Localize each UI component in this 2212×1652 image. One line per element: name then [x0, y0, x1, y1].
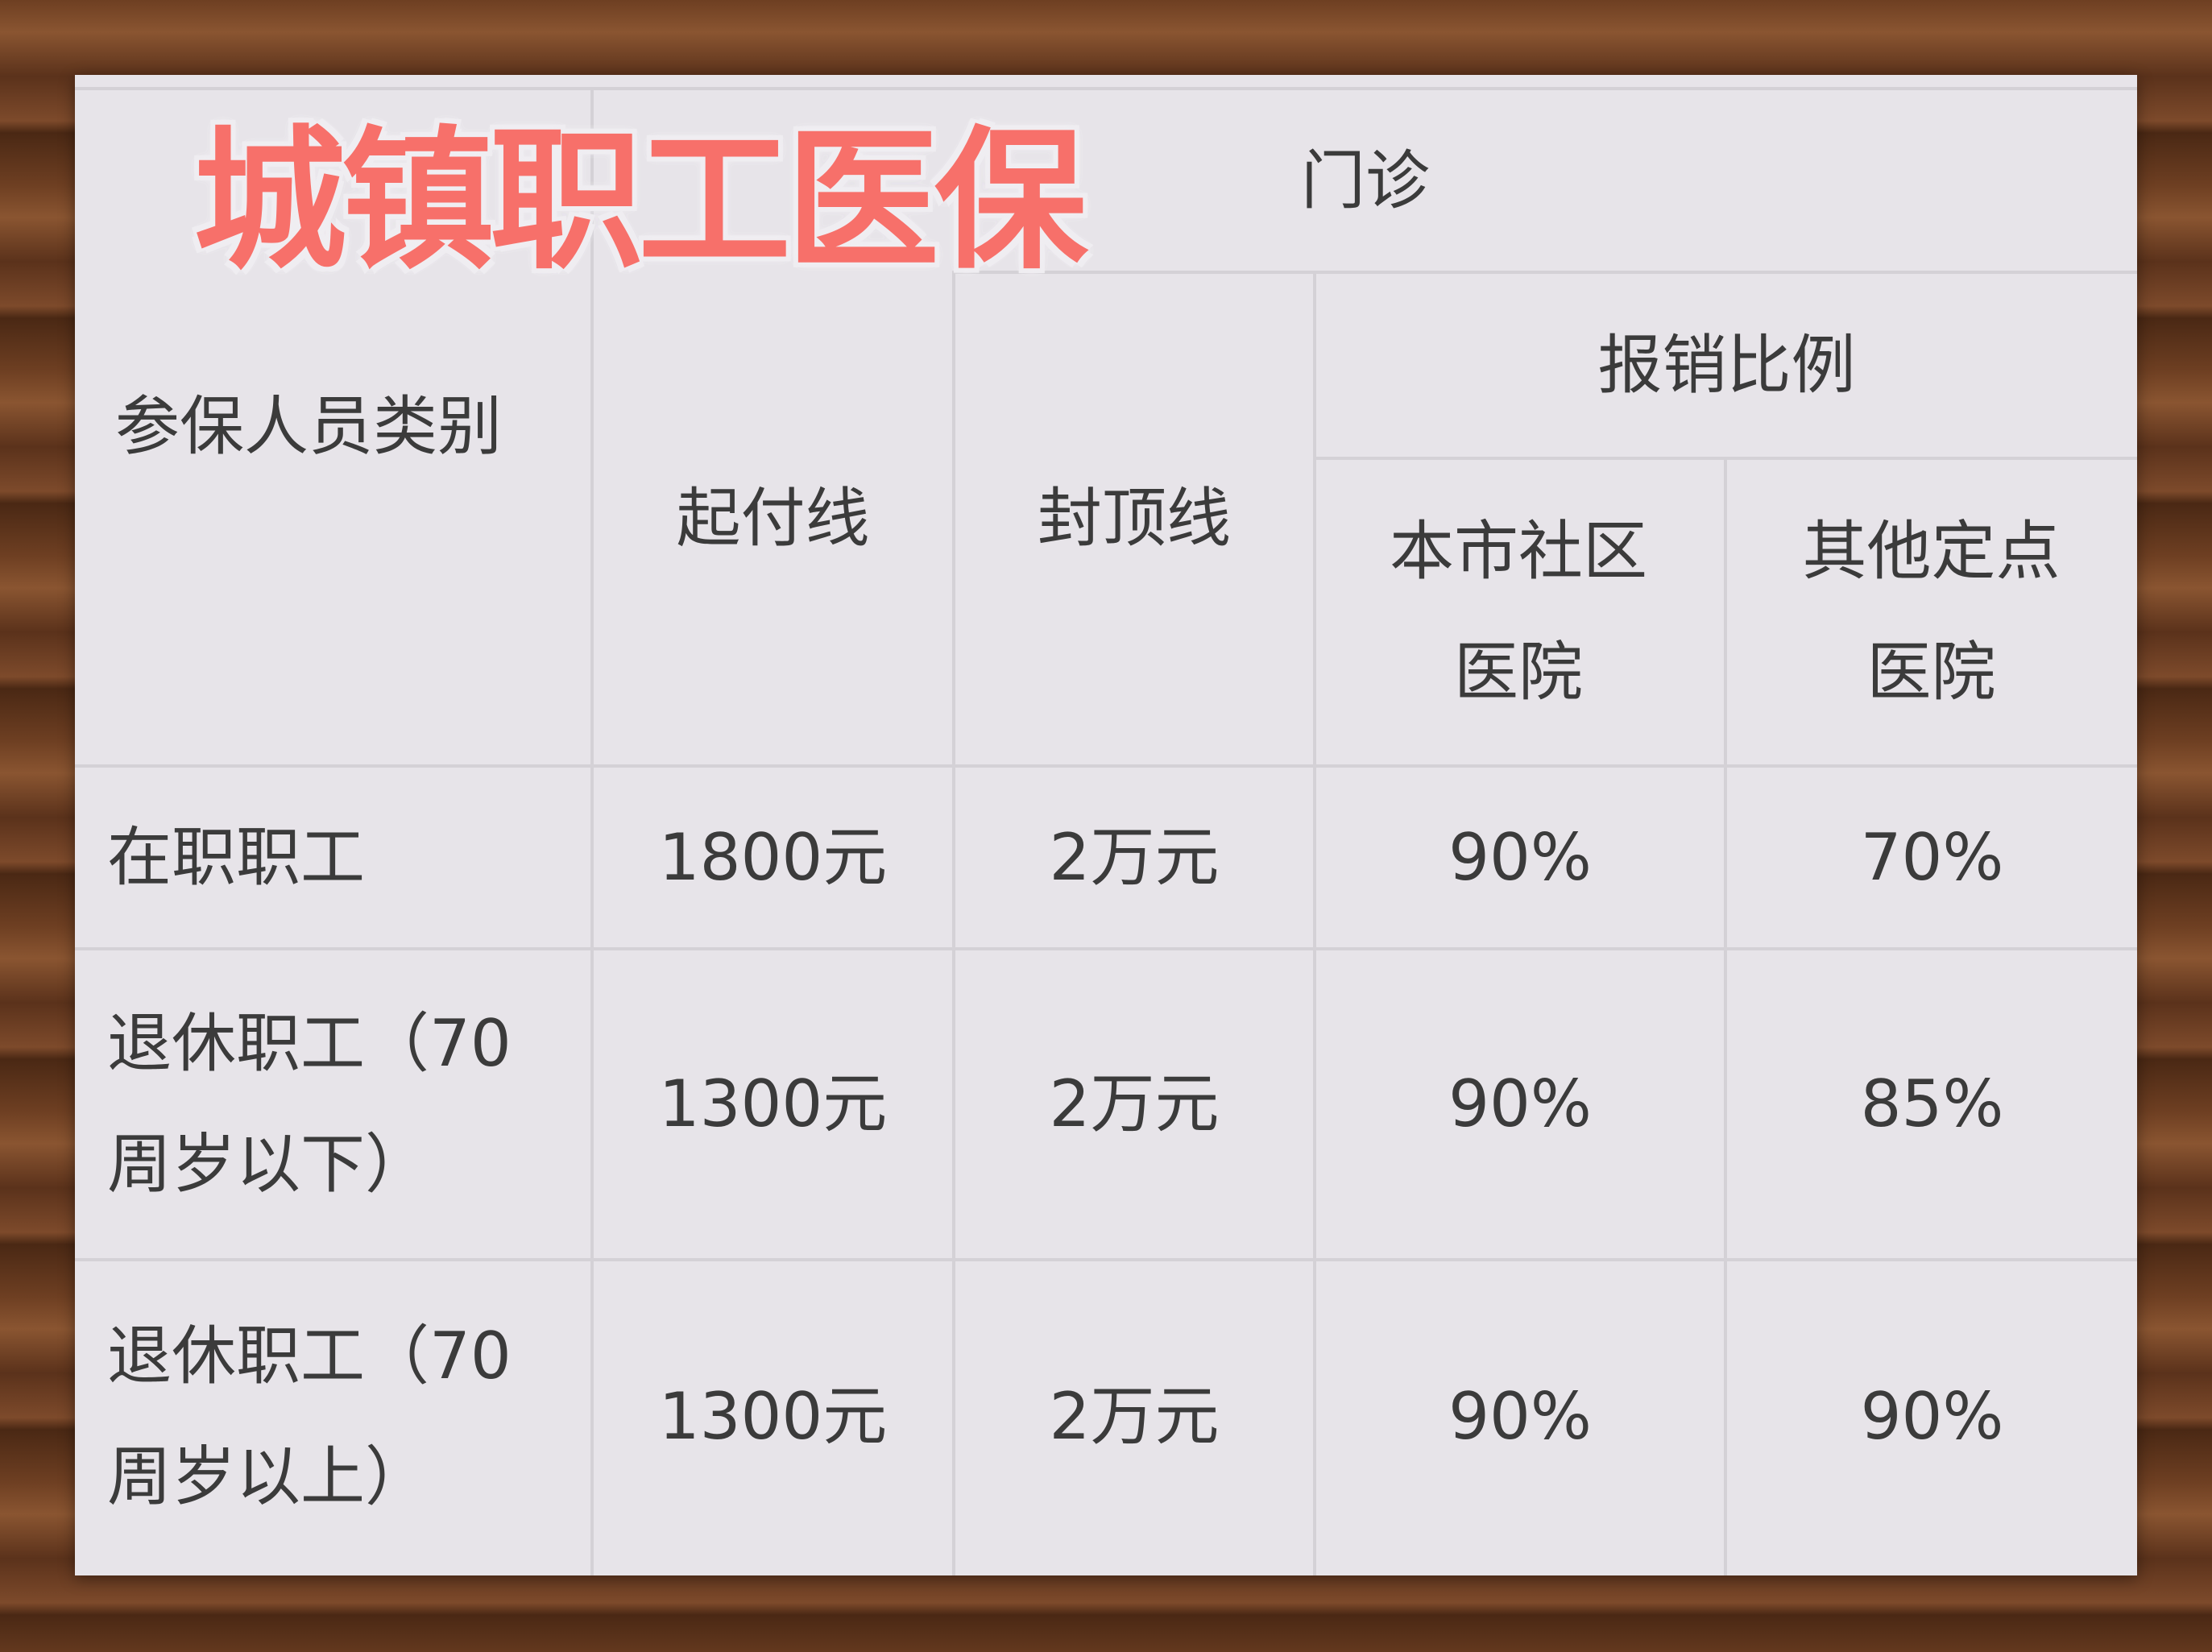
row-category: 退休职工（70周岁以上） [107, 1319, 512, 1514]
divider [75, 87, 2137, 90]
row-other: 70% [1860, 819, 2004, 895]
row-cap: 2万元 [1049, 819, 1220, 895]
page-title: 城镇职工医保 [193, 112, 1087, 290]
divider [952, 271, 2137, 274]
header-reimbursement: 报销比例 [1597, 327, 1856, 403]
divider [75, 764, 2137, 768]
divider [75, 1258, 2137, 1261]
header-deductible: 起付线 [676, 480, 870, 556]
row-deductible: 1300元 [658, 1066, 888, 1141]
row-community: 90% [1448, 1066, 1592, 1141]
divider [590, 90, 594, 1575]
divider [1724, 458, 1727, 1575]
divider [75, 947, 2137, 950]
header-cap: 封顶线 [1038, 480, 1231, 556]
row-other: 85% [1860, 1066, 2004, 1141]
row-category: 退休职工（70周岁以下） [107, 1006, 512, 1202]
row-cap: 2万元 [1049, 1379, 1220, 1454]
divider [1313, 457, 2137, 460]
header-community-hospital: 本市社区医院 [1390, 514, 1647, 710]
header-category: 参保人员类别 [115, 389, 502, 464]
divider [1313, 272, 1316, 1575]
row-deductible: 1800元 [658, 819, 888, 895]
row-community: 90% [1448, 819, 1592, 895]
row-cap: 2万元 [1049, 1066, 1220, 1141]
row-category: 在职职工 [107, 819, 365, 895]
table-board [75, 75, 2137, 1575]
divider [952, 272, 955, 1575]
row-other: 90% [1860, 1379, 2004, 1454]
header-outpatient: 门诊 [1301, 143, 1430, 218]
header-other-hospital: 其他定点医院 [1802, 514, 2061, 710]
row-community: 90% [1448, 1379, 1592, 1454]
row-deductible: 1300元 [658, 1379, 888, 1454]
